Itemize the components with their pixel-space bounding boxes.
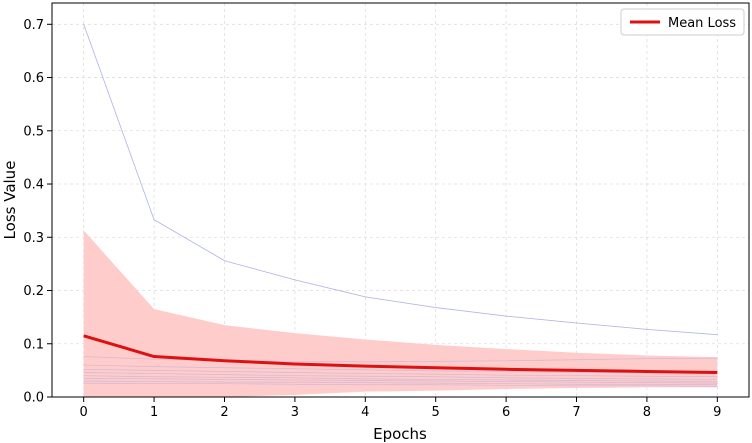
x-axis-label: Epochs	[373, 425, 427, 443]
individual-loss-line-overlay-4	[83, 368, 718, 378]
individual-loss-line-overlay-1	[83, 24, 718, 336]
individual-loss-line-overlay-3	[83, 364, 718, 374]
legend-box	[620, 8, 745, 36]
individual-loss-line-1	[83, 24, 718, 336]
y-tick-label: 0.4	[23, 178, 44, 193]
y-tick-label: 0.2	[23, 284, 44, 299]
y-tick-label: 0.6	[23, 71, 44, 86]
x-tick-label: 3	[291, 405, 299, 420]
std-band	[83, 230, 718, 397]
y-tick-label: 0.7	[23, 18, 44, 33]
x-tick-label: 8	[643, 405, 651, 420]
individual-loss-line-overlay-9	[83, 382, 718, 387]
mean-loss-line	[83, 334, 718, 375]
plot-frame	[51, 2, 750, 398]
y-axis-label: Loss Value	[1, 161, 19, 240]
x-tick-label: 4	[361, 405, 369, 420]
x-tick-label: 0	[80, 405, 88, 420]
y-tick-label: 0.5	[23, 124, 44, 139]
x-tick-label: 1	[150, 405, 158, 420]
y-tick-label: 0.3	[23, 231, 44, 246]
individual-loss-line-overlay-8	[83, 380, 718, 386]
x-tick-label: 5	[432, 405, 440, 420]
y-axis-ticks: 0.0 0.1 0.2 0.3 0.4 0.5 0.6 0.7	[23, 18, 52, 406]
individual-loss-line-overlay-6	[83, 375, 718, 382]
x-tick-label: 6	[502, 405, 510, 420]
x-tick-label: 7	[572, 405, 580, 420]
legend: Mean Loss	[620, 8, 745, 36]
x-tick-label: 2	[220, 405, 228, 420]
y-tick-label: 0.1	[23, 337, 44, 352]
individual-loss-line-overlay-7	[83, 378, 718, 384]
legend-label-mean-loss: Mean Loss	[668, 16, 736, 31]
x-tick-label: 9	[713, 405, 721, 420]
individual-loss-line-overlay-5	[83, 372, 718, 380]
individual-loss-lines-overlay	[83, 24, 718, 387]
x-axis-ticks: 0 1 2 3 4 5 6 7 8 9	[80, 397, 721, 420]
y-tick-label: 0.0	[23, 391, 44, 406]
